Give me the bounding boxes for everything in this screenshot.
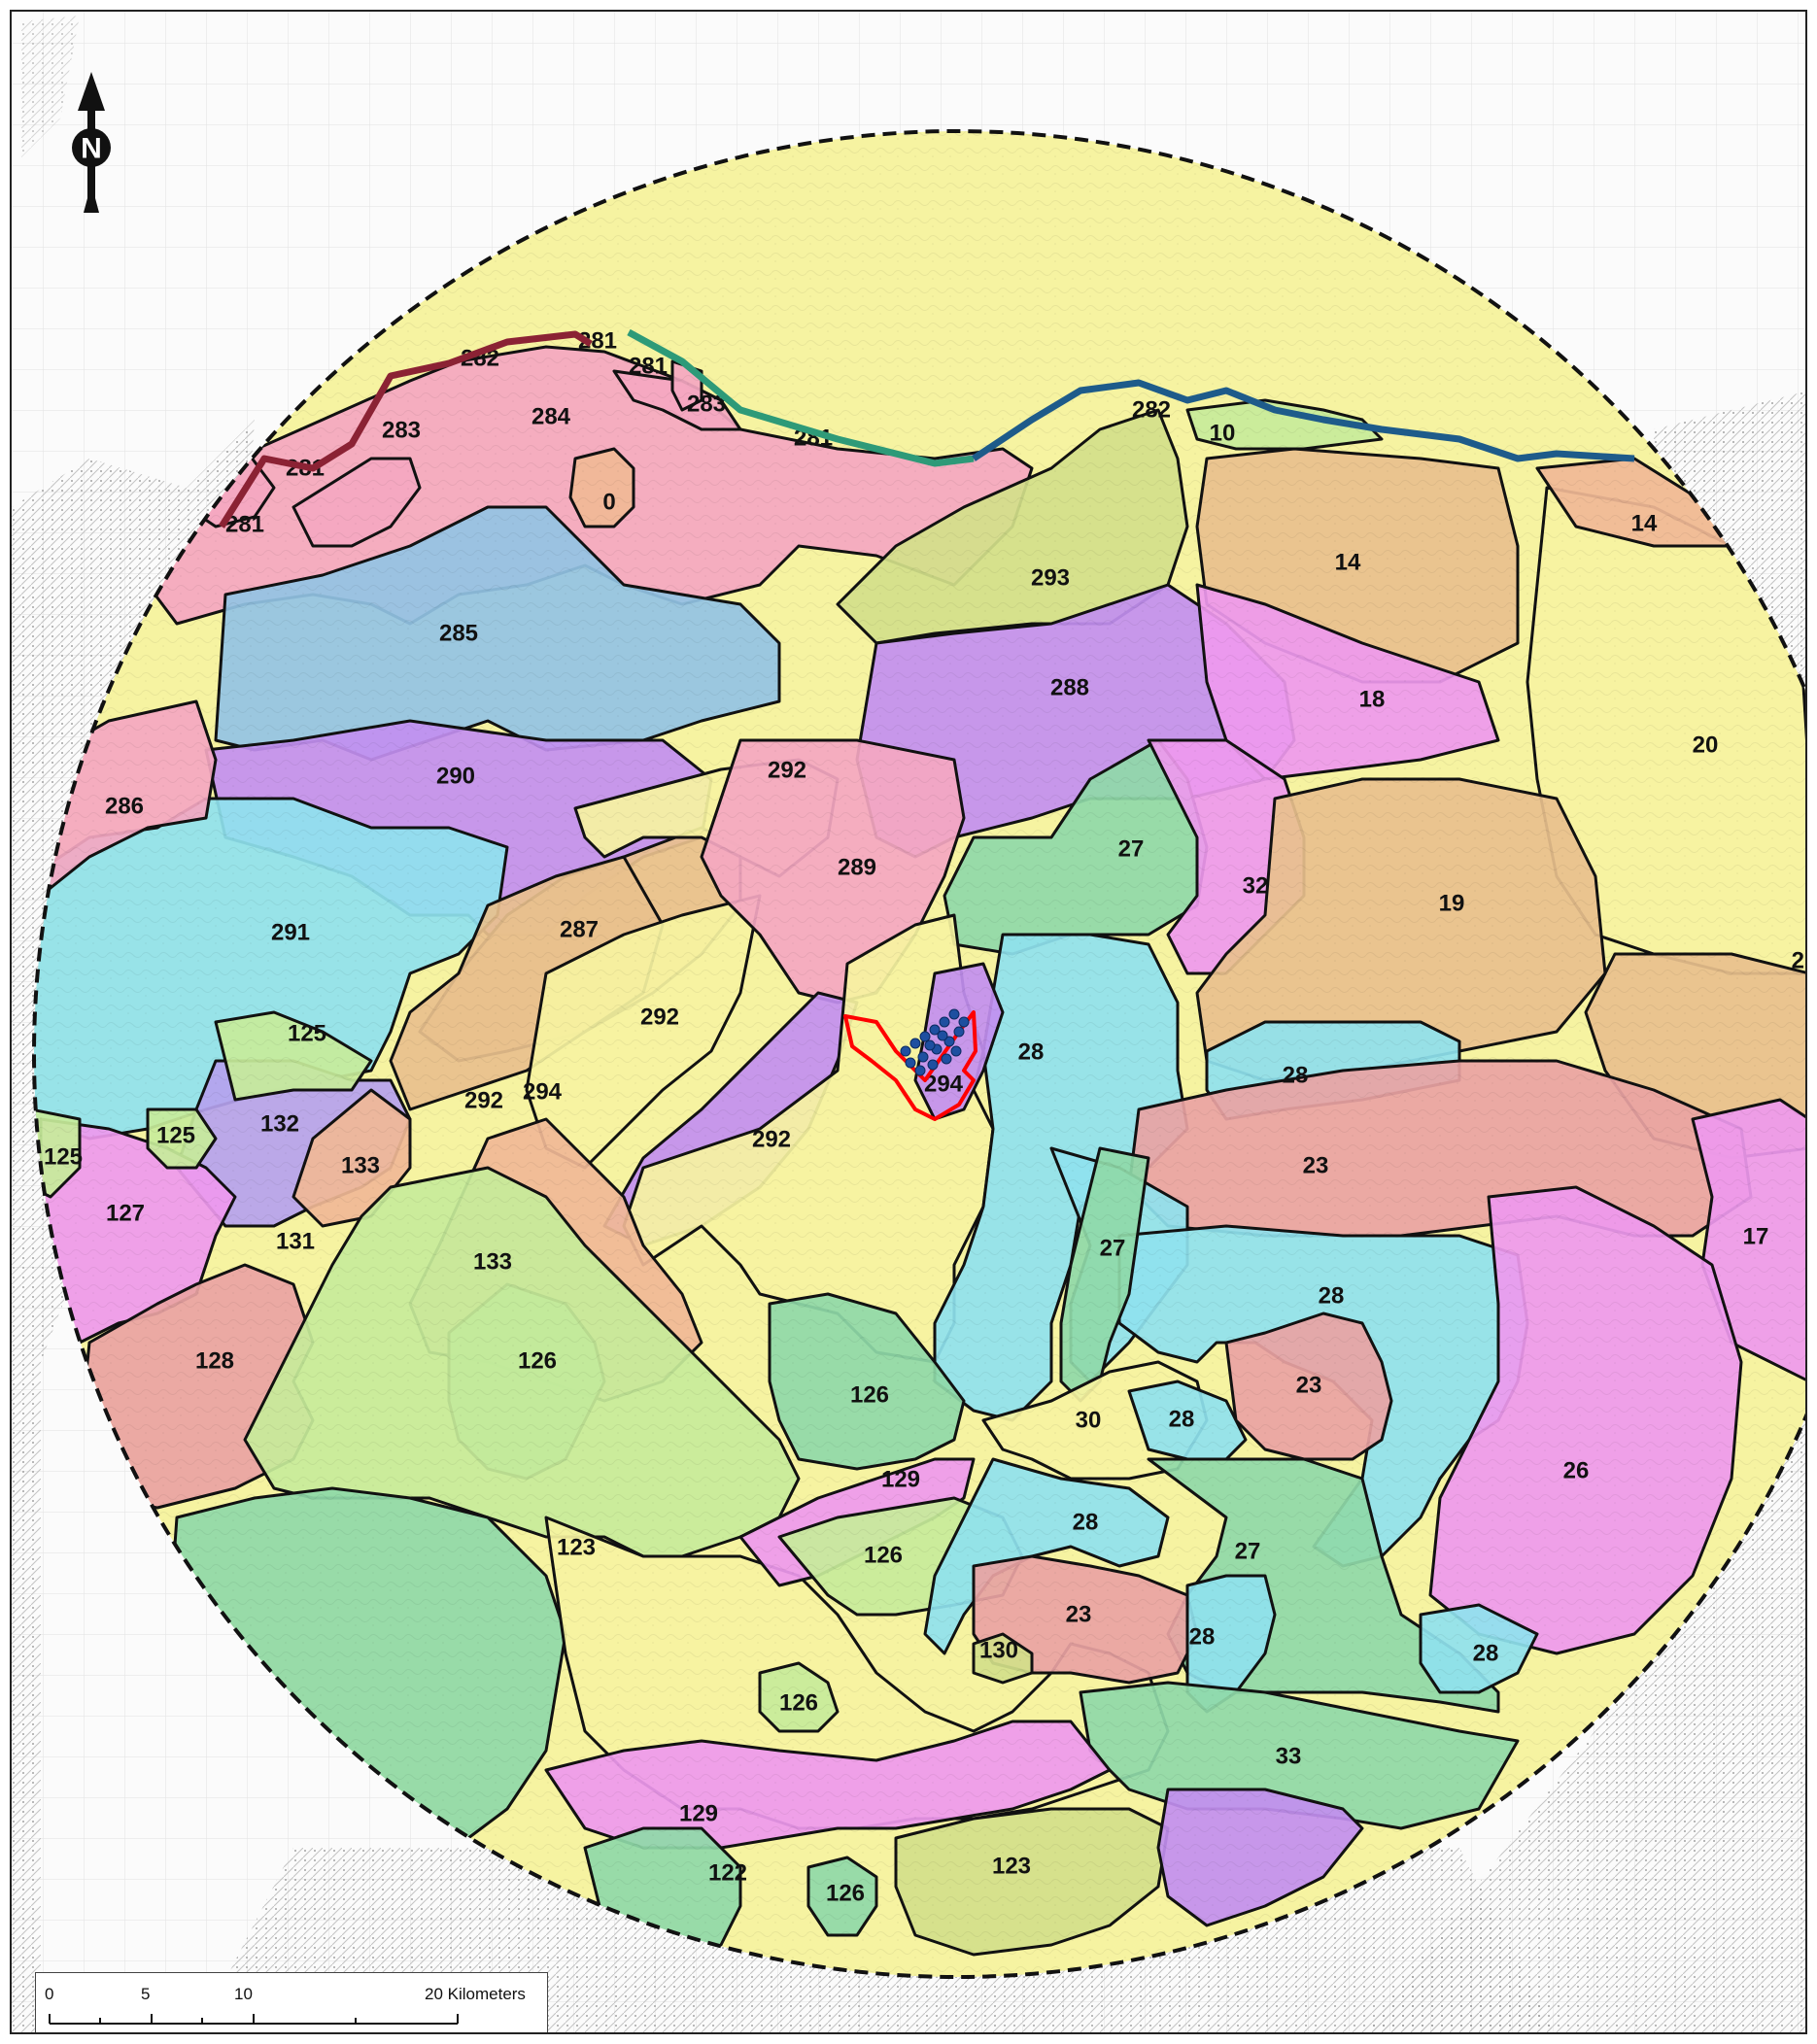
region-label: 26 — [1563, 1458, 1590, 1484]
region-label: 129 — [881, 1467, 920, 1493]
region-label: 28 — [1073, 1510, 1099, 1536]
scale-bar: 0 5 10 20 Kilometers — [35, 1972, 548, 2032]
region-label: 293 — [1031, 565, 1070, 592]
scale-label-5: 5 — [141, 1985, 151, 2003]
region-label: 28 — [1189, 1624, 1216, 1651]
region-label: 126 — [864, 1543, 903, 1569]
region-label: 281 — [629, 354, 668, 380]
region-label: 14 — [1631, 511, 1658, 537]
region-label: 20 — [1693, 732, 1719, 759]
region-label: 129 — [679, 1801, 718, 1827]
coastline-blue — [972, 379, 1635, 462]
scale-ruler — [49, 2014, 459, 2025]
region-label: 30 — [1076, 1408, 1102, 1434]
region-label: 132 — [260, 1111, 299, 1138]
region-label: 23 — [1066, 1602, 1092, 1628]
region-label: 122 — [708, 1860, 747, 1887]
region-label: 125 — [156, 1123, 195, 1149]
region-label: 291 — [271, 920, 310, 946]
scale-label-20-km: 20 Kilometers — [425, 1985, 526, 2003]
region-label: 125 — [288, 1021, 326, 1047]
region-label: 133 — [341, 1153, 380, 1179]
region-label: 23 — [1296, 1373, 1322, 1399]
region-label: 123 — [557, 1535, 596, 1561]
coastline-green — [627, 328, 975, 467]
region-label: 292 — [640, 1005, 679, 1031]
region-label: 28 — [1319, 1283, 1345, 1310]
region-label: 126 — [826, 1881, 865, 1907]
region-label: 123 — [992, 1854, 1031, 1880]
region-label: 126 — [518, 1348, 557, 1375]
north-letter: N — [81, 133, 102, 165]
region-label: 32 — [1243, 873, 1269, 900]
region-label: 284 — [531, 404, 571, 430]
region-label: 282 — [1132, 397, 1171, 424]
north-arrow-icon: N — [72, 72, 111, 213]
scale-label-10: 10 — [234, 1985, 253, 2003]
region-label: 27 — [1118, 836, 1145, 863]
region-label: 131 — [276, 1229, 315, 1255]
region-label: 19 — [1439, 891, 1465, 917]
region-label: 0 — [602, 490, 615, 516]
region-label: 27 — [1235, 1539, 1261, 1565]
region-label: 33 — [1276, 1744, 1302, 1770]
region-label: 290 — [436, 764, 475, 790]
region-label: 10 — [1210, 421, 1236, 447]
region-label: 28 — [1169, 1407, 1195, 1433]
region-label: 283 — [382, 418, 421, 444]
map-frame: 281 282 281 281 283 284 283 281 281 281 0 282 10 14 14… — [10, 10, 1807, 2034]
region-label: 17 — [1743, 1224, 1769, 1250]
turbine-markers — [900, 1008, 970, 1076]
region-label: 23 — [1303, 1153, 1329, 1179]
region-label: 25 — [1792, 948, 1807, 974]
region-label: 289 — [838, 855, 876, 881]
region-label: 28 — [1018, 1039, 1045, 1066]
region-label: 292 — [752, 1127, 791, 1153]
region-label: 292 — [768, 758, 806, 784]
region-label: 126 — [850, 1382, 889, 1409]
coastline-red — [219, 330, 593, 528]
region-label: 28 — [1473, 1641, 1499, 1667]
region-label: 133 — [473, 1249, 512, 1276]
region-label: 287 — [560, 917, 599, 943]
region-label: 130 — [979, 1638, 1018, 1664]
region-label: 288 — [1050, 675, 1089, 701]
region-label: 28 — [1283, 1063, 1309, 1089]
coastline-strip-nw — [21, 16, 80, 157]
region-label: 286 — [105, 794, 144, 820]
study-radius-circle — [32, 129, 1805, 1979]
region-label: 126 — [779, 1690, 818, 1717]
region-label: 14 — [1335, 550, 1361, 576]
region-label: 128 — [195, 1348, 234, 1375]
region-label: 125 — [44, 1144, 83, 1171]
region-label: 127 — [106, 1201, 145, 1227]
scale-label-0: 0 — [45, 1985, 54, 2003]
region-label: 292 — [464, 1088, 503, 1114]
region-label: 285 — [439, 621, 478, 647]
region-label: 294 — [523, 1079, 563, 1106]
region-label: 27 — [1100, 1236, 1126, 1262]
region-label: 18 — [1359, 687, 1386, 713]
